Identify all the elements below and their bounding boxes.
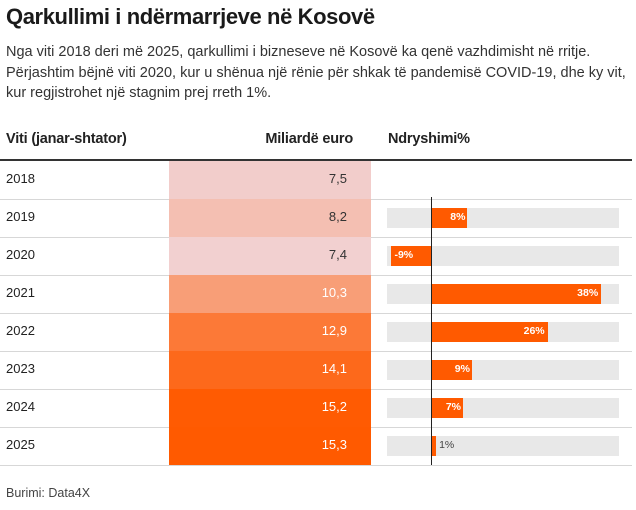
table-row: 2020 7,4 -9%: [0, 237, 632, 276]
change-bar: [391, 246, 432, 266]
source-note: Burimi: Data4X: [6, 486, 91, 500]
change-bar-track: [387, 360, 619, 380]
value-label: 7,4: [328, 247, 347, 262]
change-bar-label: 1%: [439, 439, 455, 451]
value-label: 15,3: [321, 437, 347, 452]
year-label: 2020: [6, 247, 35, 262]
year-label: 2019: [6, 209, 35, 224]
year-label: 2023: [6, 361, 35, 376]
header-rule: [0, 159, 632, 161]
change-bar-label: -9%: [394, 249, 414, 261]
change-bar: [431, 360, 472, 380]
table-row: 2021 10,3 38%: [0, 275, 632, 314]
value-label: 10,3: [321, 285, 347, 300]
chart-subtitle: Nga viti 2018 deri më 2025, qarkullimi i…: [6, 44, 626, 101]
year-label: 2025: [6, 437, 35, 452]
column-header-year: Viti (janar-shtator): [6, 131, 127, 147]
change-bar-track: [387, 208, 619, 228]
value-heat-cell: 15,3: [169, 427, 371, 465]
value-label: 7,5: [328, 171, 347, 186]
value-heat-cell: 7,5: [169, 161, 371, 199]
year-label: 2018: [6, 171, 35, 186]
value-label: 8,2: [328, 209, 347, 224]
year-label: 2024: [6, 399, 35, 414]
chart-title: Qarkullimi i ndërmarrjeve në Kosovë: [6, 4, 375, 29]
row-divider: [0, 465, 632, 466]
zero-baseline: [431, 197, 432, 465]
change-bar: [431, 398, 463, 418]
year-label: 2022: [6, 323, 35, 338]
column-header-change: Ndryshimi%: [388, 131, 470, 147]
table-row: 2025 15,3 1%: [0, 427, 632, 466]
year-label: 2021: [6, 285, 35, 300]
value-heat-cell: 8,2: [169, 199, 371, 237]
value-label: 15,2: [321, 399, 347, 414]
change-bar-label: 8%: [450, 211, 466, 223]
value-heat-cell: 7,4: [169, 237, 371, 275]
table-row: 2018 7,5: [0, 161, 632, 200]
change-bar: [431, 208, 468, 228]
change-bar-track: [387, 398, 619, 418]
table-row: 2024 15,2 7%: [0, 389, 632, 428]
value-label: 14,1: [321, 361, 347, 376]
change-bar-label: 7%: [445, 401, 462, 413]
change-bar: [431, 322, 548, 342]
change-bar: [431, 284, 602, 304]
change-bar-label: 9%: [454, 363, 470, 375]
value-heat-cell: 15,2: [169, 389, 371, 427]
table-row: 2022 12,9 26%: [0, 313, 632, 352]
value-heat-cell: 10,3: [169, 275, 371, 313]
change-bar-label: 38%: [577, 287, 599, 299]
value-heat-cell: 14,1: [169, 351, 371, 389]
value-heat-cell: 12,9: [169, 313, 371, 351]
table-row: 2019 8,2 8%: [0, 199, 632, 238]
change-bar-label: 26%: [523, 325, 545, 337]
value-label: 12,9: [321, 323, 347, 338]
change-bar: [431, 436, 437, 456]
column-header-value: Miliardë euro: [265, 131, 353, 147]
table-row: 2023 14,1 9%: [0, 351, 632, 390]
change-bar-track: [387, 436, 619, 456]
change-bar-track: [387, 246, 619, 266]
